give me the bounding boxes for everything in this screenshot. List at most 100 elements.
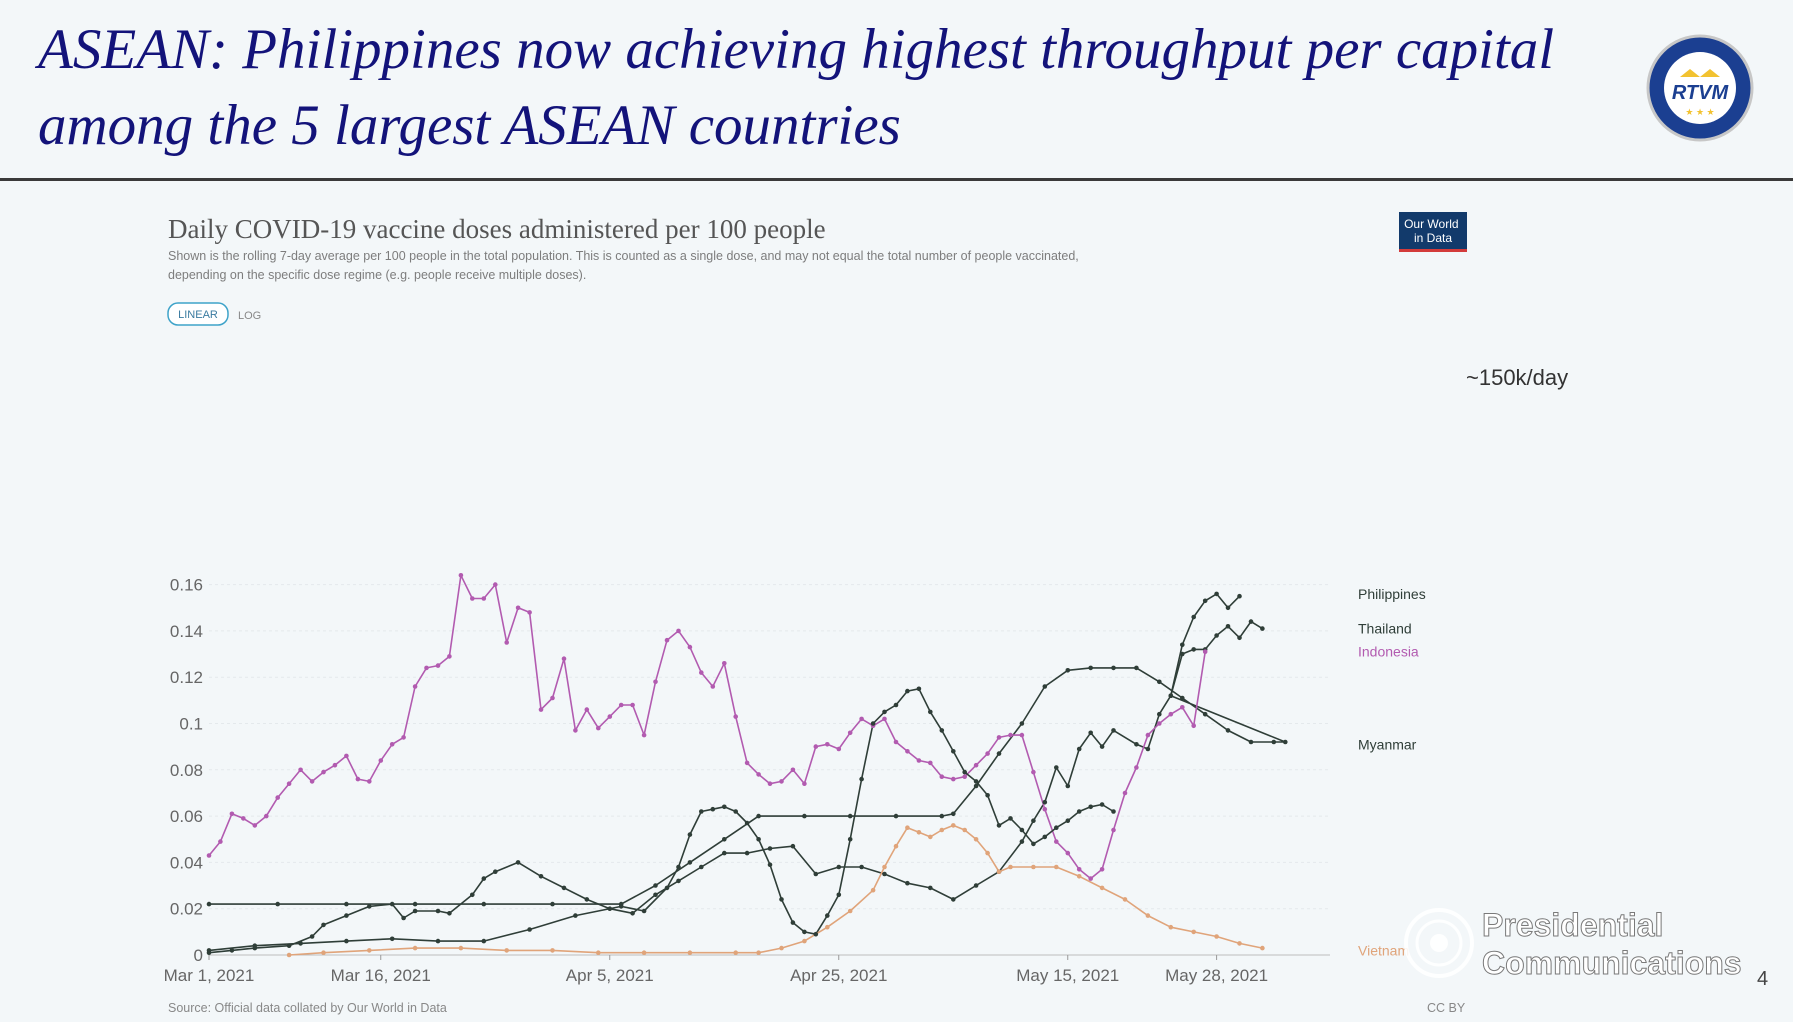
series-label-vietnam[interactable]: Vietnam — [1358, 942, 1409, 958]
data-point-myanmar — [1031, 841, 1036, 847]
data-point-vietnam — [1122, 897, 1128, 902]
data-point-thailand — [687, 860, 693, 865]
data-point-indonesia — [973, 762, 979, 768]
data-point-philippines — [344, 913, 349, 918]
data-point-indonesia — [653, 679, 658, 685]
data-point-myanmar — [699, 809, 704, 814]
data-point-thailand — [1088, 665, 1093, 671]
data-point-thailand — [893, 813, 899, 819]
data-point-thailand — [1248, 619, 1254, 624]
chart-license[interactable]: CC BY — [1427, 1001, 1466, 1015]
data-point-indonesia — [550, 695, 555, 701]
data-point-indonesia — [1031, 769, 1036, 775]
log-toggle[interactable]: LOG — [238, 310, 261, 322]
series-label-indonesia[interactable]: Indonesia — [1358, 644, 1419, 660]
data-point-indonesia — [275, 795, 281, 800]
data-point-thailand — [939, 813, 945, 819]
page-number: 4 — [1757, 968, 1769, 990]
data-point-thailand — [1214, 633, 1219, 638]
data-point-myanmar — [916, 686, 922, 692]
data-point-indonesia — [1076, 867, 1082, 872]
data-point-indonesia — [756, 772, 761, 777]
series-line-vietnam[interactable] — [289, 824, 1263, 956]
data-point-indonesia — [802, 781, 807, 786]
data-point-philippines — [744, 850, 750, 856]
data-point-myanmar — [1076, 809, 1082, 814]
linear-toggle[interactable]: LINEAR — [167, 302, 229, 326]
data-point-philippines — [1088, 730, 1093, 736]
series-line-thailand[interactable] — [209, 620, 1287, 905]
slide-title: ASEAN: Philippines now achieving highest… — [38, 18, 1555, 157]
data-point-myanmar — [756, 837, 761, 842]
data-point-philippines — [321, 922, 326, 928]
data-point-vietnam — [905, 825, 910, 830]
data-point-vietnam — [882, 864, 887, 870]
data-point-indonesia — [218, 839, 223, 844]
data-point-vietnam — [458, 945, 464, 951]
owid-badge[interactable]: Our World in Data — [1399, 212, 1467, 252]
data-point-vietnam — [733, 950, 738, 955]
data-point-philippines — [286, 943, 292, 948]
data-point-indonesia — [733, 714, 738, 719]
data-point-indonesia — [767, 781, 773, 786]
data-point-indonesia — [424, 665, 429, 671]
data-point-thailand — [1168, 693, 1174, 698]
data-point-philippines — [607, 906, 613, 911]
watermark-line-1: Presidential — [1482, 907, 1663, 943]
data-point-vietnam — [951, 823, 956, 828]
data-point-myanmar — [825, 913, 830, 918]
data-point-philippines — [1225, 605, 1231, 611]
data-point-vietnam — [802, 938, 807, 944]
series-line-indonesia[interactable] — [208, 574, 1206, 880]
y-tick-label: 0.14 — [170, 622, 203, 641]
data-point-indonesia — [1111, 827, 1116, 833]
data-point-myanmar — [573, 913, 578, 918]
data-point-myanmar — [676, 864, 681, 870]
data-point-philippines — [1019, 839, 1025, 844]
data-point-thailand — [275, 901, 281, 907]
data-point-vietnam — [1031, 864, 1036, 870]
chart-title: Daily COVID-19 vaccine doses administere… — [168, 214, 826, 244]
data-point-myanmar — [618, 904, 624, 909]
x-tick-label: May 28, 2021 — [1165, 966, 1268, 985]
data-point-vietnam — [962, 827, 967, 833]
data-point-philippines — [1076, 746, 1082, 752]
data-point-thailand — [412, 901, 418, 907]
data-point-myanmar — [802, 929, 807, 935]
data-point-indonesia — [561, 656, 567, 661]
data-point-vietnam — [939, 827, 945, 833]
data-point-indonesia — [687, 644, 693, 650]
data-point-indonesia — [309, 779, 315, 784]
series-line-myanmar[interactable] — [208, 688, 1114, 952]
data-point-myanmar — [722, 804, 727, 810]
data-point-myanmar — [687, 832, 693, 837]
data-point-myanmar — [1008, 816, 1013, 821]
series-line-philippines[interactable] — [208, 593, 1241, 954]
data-point-indonesia — [504, 640, 510, 645]
series-label-philippines[interactable]: Philippines — [1358, 586, 1426, 602]
data-point-philippines — [367, 904, 372, 909]
data-point-thailand — [1180, 695, 1185, 701]
data-point-vietnam — [286, 952, 292, 958]
data-point-philippines — [447, 911, 452, 916]
data-point-myanmar — [779, 897, 784, 902]
throughput-annotation: ~150k/day — [1466, 365, 1568, 390]
data-point-indonesia — [286, 781, 292, 786]
data-point-indonesia — [1191, 723, 1196, 729]
data-point-vietnam — [1168, 924, 1174, 930]
series-label-thailand[interactable]: Thailand — [1358, 621, 1412, 637]
data-point-vietnam — [779, 945, 784, 951]
data-point-thailand — [1191, 647, 1196, 652]
data-point-philippines — [905, 880, 910, 886]
data-point-vietnam — [596, 950, 601, 955]
data-point-indonesia — [458, 573, 464, 578]
data-point-myanmar — [893, 702, 899, 708]
rtvm-logo: RTVM ★ ★ ★ — [1645, 33, 1755, 143]
series-label-myanmar[interactable]: Myanmar — [1358, 736, 1417, 752]
data-point-indonesia — [264, 813, 269, 819]
data-point-myanmar — [962, 769, 967, 775]
data-point-myanmar — [985, 793, 990, 798]
data-point-indonesia — [744, 760, 750, 766]
data-point-myanmar — [527, 927, 532, 932]
